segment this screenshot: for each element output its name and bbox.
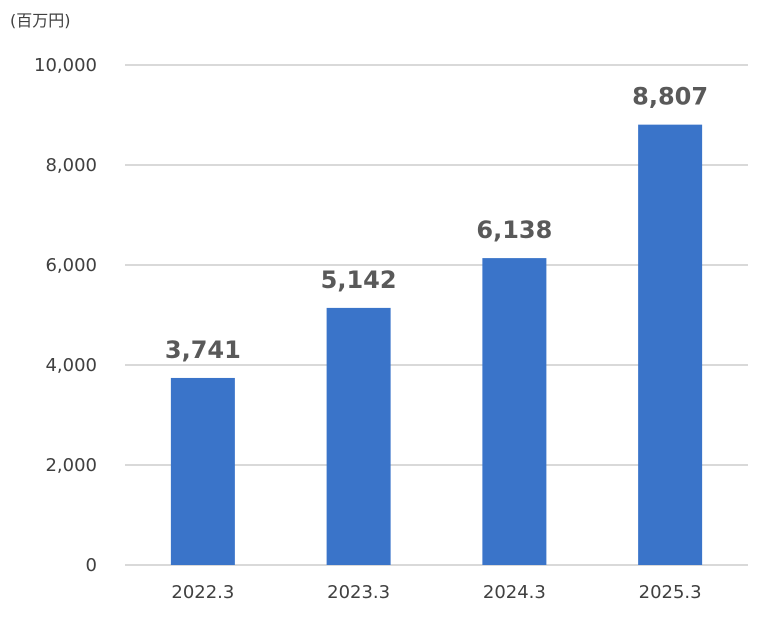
y-tick-label: 6,000 bbox=[45, 255, 97, 276]
bar bbox=[638, 124, 703, 566]
bars bbox=[170, 124, 703, 566]
y-tick-label: 0 bbox=[86, 555, 97, 576]
x-category-label: 2025.3 bbox=[639, 582, 702, 603]
bar bbox=[326, 307, 391, 565]
x-axis-category-labels: 2022.3 2023.3 2024.3 2025.3 bbox=[171, 582, 701, 603]
x-category-label: 2023.3 bbox=[327, 582, 390, 603]
y-tick-label: 10,000 bbox=[34, 55, 97, 76]
data-label: 3,741 bbox=[165, 336, 241, 364]
x-category-label: 2024.3 bbox=[483, 582, 546, 603]
y-axis-tick-labels: 0 2,000 4,000 6,000 8,000 10,000 bbox=[34, 55, 97, 576]
data-label: 5,142 bbox=[321, 266, 397, 294]
data-labels: 3,741 5,142 6,138 8,807 bbox=[165, 83, 708, 364]
data-label: 8,807 bbox=[632, 83, 708, 111]
y-tick-label: 2,000 bbox=[45, 455, 97, 476]
data-label: 6,138 bbox=[476, 216, 552, 244]
bar bbox=[170, 377, 235, 565]
y-axis-unit-label: (百万円) bbox=[10, 11, 71, 30]
y-tick-label: 8,000 bbox=[45, 155, 97, 176]
x-category-label: 2022.3 bbox=[171, 582, 234, 603]
y-tick-label: 4,000 bbox=[45, 355, 97, 376]
bar bbox=[482, 258, 547, 565]
